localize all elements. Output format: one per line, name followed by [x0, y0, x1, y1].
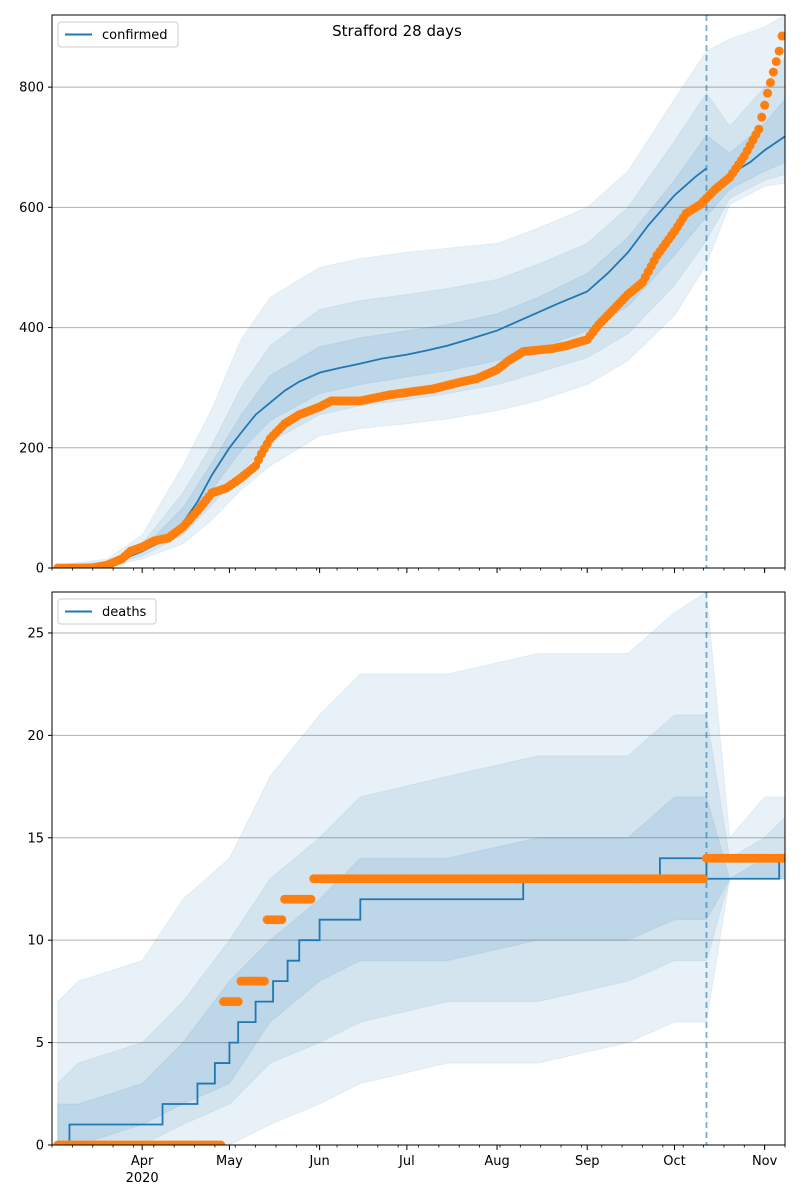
deaths-observed-point	[306, 894, 316, 904]
confirmed-y-tick-label: 800	[19, 81, 44, 96]
deaths-plot-area	[52, 592, 785, 1145]
deaths-y-tick-label: 20	[27, 729, 44, 744]
deaths-x-tick-label: Nov	[752, 1154, 778, 1169]
confirmed-legend-label: confirmed	[102, 28, 168, 43]
confirmed-observed-point	[771, 57, 781, 67]
confirmed-observed-point	[763, 88, 773, 98]
confirmed-observed-point	[774, 46, 784, 56]
x-year-label: 2020	[126, 1171, 159, 1186]
confirmed-y-tick-label: 0	[36, 562, 44, 577]
confirmed-observed-point	[765, 78, 775, 88]
confirmed-band-inner	[57, 98, 785, 568]
confirmed-observed-point	[754, 124, 764, 134]
deaths-panel: 0 5 10 15 20 25 Apr May Jun Jul Aug Sep Oct Nov 2020 de…	[27, 591, 786, 1186]
deaths-series-line	[57, 857, 785, 1145]
deaths-observed-point	[699, 874, 709, 884]
deaths-y-tick-label: 10	[27, 934, 44, 949]
confirmed-y-tick-label: 600	[19, 201, 44, 216]
deaths-x-tick-label: Apr	[131, 1154, 154, 1169]
deaths-x-tick-label: Oct	[663, 1154, 685, 1169]
deaths-observed-point	[259, 976, 269, 986]
deaths-band-middle	[57, 714, 785, 1145]
confirmed-legend: confirmed	[57, 21, 179, 48]
deaths-x-tick-label: Jun	[308, 1154, 329, 1169]
deaths-y-tick-label: 25	[27, 626, 44, 641]
deaths-band-inner	[57, 796, 785, 1145]
deaths-x-tick-label: May	[216, 1154, 243, 1169]
deaths-y-tick-label: 15	[27, 831, 44, 846]
confirmed-legend-box	[57, 21, 179, 48]
confirmed-y-tick-label: 200	[19, 441, 44, 456]
confirmed-plot-area	[52, 15, 785, 568]
confirmed-observed-point	[760, 100, 770, 110]
deaths-legend: deaths	[57, 598, 157, 625]
confirmed-y-tick-label: 400	[19, 321, 44, 336]
confirmed-panel: 0 200 400 600 800 confirmed	[19, 14, 786, 577]
deaths-x-tick-label: Jul	[398, 1154, 415, 1169]
chart-title: Strafford 28 days	[332, 22, 462, 40]
deaths-observed-point	[216, 1140, 226, 1145]
deaths-observed-point	[277, 915, 287, 925]
confirmed-observed-point	[757, 112, 767, 122]
deaths-x-tick-label: Aug	[484, 1154, 509, 1169]
confirmed-observed-point	[768, 67, 778, 77]
confirmed-observed-point	[777, 31, 785, 41]
deaths-y-tick-label: 0	[36, 1139, 44, 1154]
deaths-legend-label: deaths	[102, 605, 147, 620]
deaths-x-tick-label: Sep	[575, 1154, 600, 1169]
deaths-observed-point	[233, 997, 243, 1007]
deaths-band-outer	[57, 592, 785, 1145]
confirmed-band-outer	[57, 15, 785, 568]
deaths-observed-point	[780, 853, 785, 863]
deaths-legend-box	[57, 598, 157, 625]
deaths-y-tick-label: 5	[36, 1036, 44, 1051]
